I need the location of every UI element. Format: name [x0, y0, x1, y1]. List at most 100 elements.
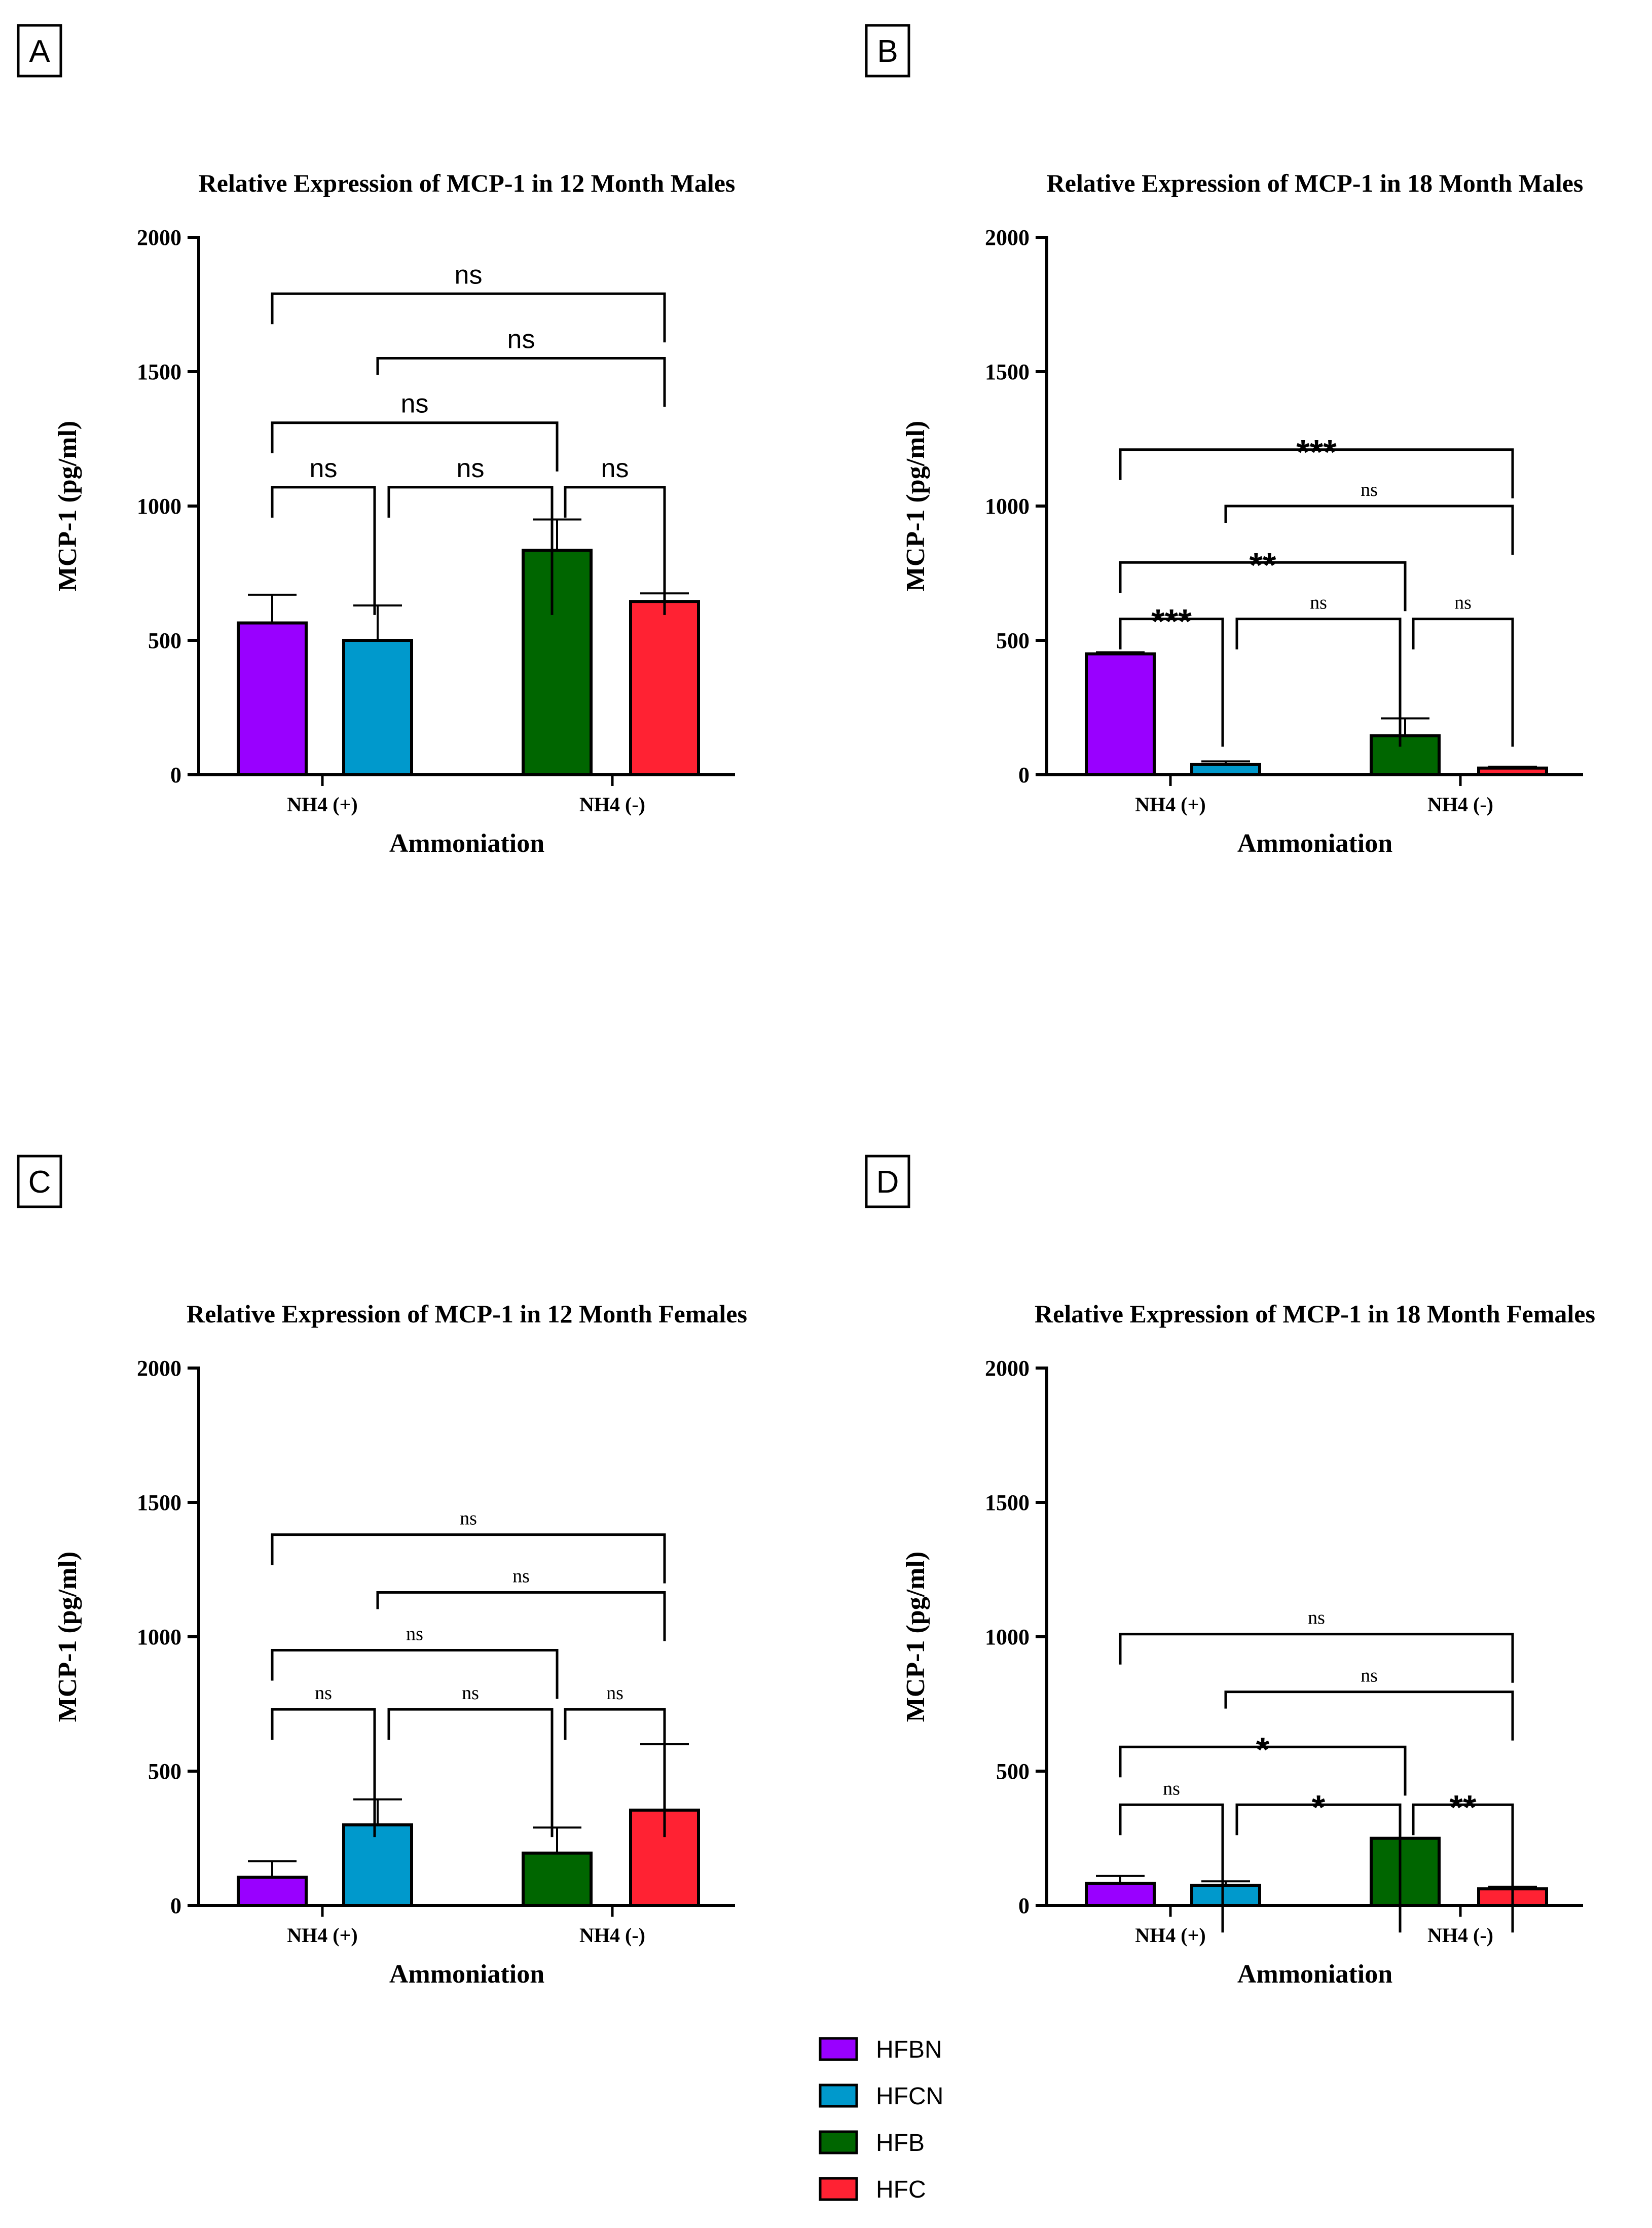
panel-letter-box — [17, 24, 62, 78]
x-tick-label: NH4 (+) — [287, 793, 357, 816]
significance-bracket — [376, 1591, 666, 1641]
y-tick-label: 1000 — [985, 494, 1030, 519]
chart-title: Relative Expression of MCP-1 in 12 Month… — [187, 1300, 747, 1328]
bar-hfbn — [1085, 652, 1156, 776]
significance-bracket — [564, 486, 666, 615]
x-tick-label: NH4 (-) — [1427, 793, 1493, 816]
bar-hfcn — [1190, 1884, 1261, 1907]
legend-swatch-hfbn — [819, 2037, 858, 2061]
significance-bracket — [271, 486, 376, 615]
y-tick-label: 1500 — [985, 1490, 1030, 1515]
chart-panel-b: B Relative Expression of MCP-1 in 18 Mont… — [865, 24, 1584, 858]
significance-label: ns — [512, 1566, 530, 1587]
x-tick-label: NH4 (-) — [1427, 1924, 1493, 1947]
x-tick-label: NH4 (-) — [579, 793, 645, 816]
chart-panel-d: D Relative Expression of MCP-1 in 18 Mont… — [865, 1155, 1595, 1989]
bar-hfbn — [237, 1876, 308, 1907]
significance-bracket — [271, 1533, 666, 1584]
x-tick-label: NH4 (+) — [1135, 793, 1205, 816]
legend-label-hfb: HFB — [876, 2130, 925, 2157]
x-tick-label: NH4 (+) — [287, 1924, 357, 1947]
panel-letter-box — [865, 1155, 910, 1208]
significance-label: ns — [455, 260, 483, 290]
chart-title: Relative Expression of MCP-1 in 18 Month… — [1047, 169, 1584, 197]
significance-label: ns — [1310, 592, 1327, 614]
significance-label: ns — [507, 325, 535, 354]
bar-hfbn — [1085, 1882, 1156, 1908]
bar-hfc — [629, 600, 700, 777]
y-tick-label: 1500 — [137, 360, 181, 384]
panel-letter-box — [865, 24, 910, 78]
chart-panel-c: C Relative Expression of MCP-1 in 12 Mont… — [17, 1155, 747, 1989]
significance-bracket — [1412, 618, 1514, 747]
x-axis-title: Ammoniation — [389, 829, 544, 858]
significance-label: ** — [1450, 1788, 1477, 1826]
panel-letter-box — [17, 1155, 62, 1208]
significance-bracket — [1235, 618, 1402, 747]
y-tick-label: 2000 — [985, 225, 1030, 250]
significance-bracket — [564, 1708, 666, 1838]
legend-swatch-hfc — [819, 2177, 858, 2201]
y-tick-label: 1000 — [137, 1625, 181, 1649]
significance-label: ns — [406, 1624, 423, 1645]
y-tick-label: 500 — [148, 1759, 181, 1784]
x-axis-title: Ammoniation — [1237, 829, 1392, 858]
chart-title: Relative Expression of MCP-1 in 18 Month… — [1035, 1300, 1595, 1328]
y-tick-label: 1500 — [137, 1490, 181, 1515]
y-axis-title: MCP-1 (pg/ml) — [901, 1552, 930, 1722]
significance-label: ns — [1308, 1607, 1325, 1629]
significance-label: ns — [457, 454, 485, 483]
y-tick-label: 2000 — [137, 1356, 181, 1381]
significance-bracket — [1119, 561, 1407, 612]
bar-hfcn — [1190, 763, 1261, 776]
y-tick-label: 1500 — [985, 360, 1030, 384]
significance-bracket — [1119, 1803, 1224, 1933]
bar-hfcn — [342, 1823, 413, 1907]
significance-bracket — [1119, 1633, 1514, 1683]
significance-label: ns — [1454, 592, 1472, 614]
significance-label: *** — [1296, 433, 1337, 472]
significance-label: * — [1256, 1730, 1270, 1769]
legend-swatch-hfb — [819, 2130, 858, 2154]
significance-bracket — [1119, 1745, 1407, 1796]
significance-bracket — [271, 421, 559, 472]
significance-label: *** — [1151, 602, 1192, 641]
significance-bracket — [1224, 505, 1514, 555]
y-tick-label: 2000 — [985, 1356, 1030, 1381]
significance-label: ns — [1361, 479, 1378, 500]
significance-label: ** — [1250, 546, 1276, 584]
significance-bracket — [271, 1649, 559, 1699]
significance-label: ns — [462, 1682, 479, 1704]
x-axis-title: Ammoniation — [389, 1960, 544, 1989]
significance-label: ns — [606, 1682, 623, 1704]
significance-label: ns — [460, 1508, 477, 1529]
y-tick-label: 500 — [148, 628, 181, 653]
x-axis-title: Ammoniation — [1237, 1960, 1392, 1989]
panel-letter: B — [877, 34, 898, 69]
significance-bracket — [1119, 618, 1224, 747]
panel-letter: C — [28, 1165, 51, 1200]
bar-hfbn — [237, 621, 308, 777]
significance-label: ns — [601, 454, 629, 483]
y-tick-label: 0 — [1018, 1893, 1030, 1918]
significance-bracket — [271, 1708, 376, 1838]
significance-label: ns — [1163, 1778, 1180, 1799]
significance-bracket — [1224, 1691, 1514, 1741]
y-tick-label: 0 — [170, 763, 181, 787]
y-tick-label: 0 — [1018, 763, 1030, 787]
y-tick-label: 1000 — [137, 494, 181, 519]
significance-label: ns — [1361, 1665, 1378, 1686]
y-axis-title: MCP-1 (pg/ml) — [53, 1552, 82, 1722]
y-tick-label: 500 — [996, 628, 1030, 653]
legend-label-hfcn: HFCN — [876, 2083, 943, 2110]
y-tick-label: 500 — [996, 1759, 1030, 1784]
y-tick-label: 1000 — [985, 1625, 1030, 1649]
x-tick-label: NH4 (+) — [1135, 1924, 1205, 1947]
significance-label: ns — [401, 389, 429, 419]
bar-hfcn — [342, 639, 413, 776]
y-tick-label: 2000 — [137, 225, 181, 250]
significance-label: ns — [310, 454, 338, 483]
chart-title: Relative Expression of MCP-1 in 12 Month… — [199, 169, 736, 197]
legend-label-hfc: HFC — [876, 2176, 926, 2203]
